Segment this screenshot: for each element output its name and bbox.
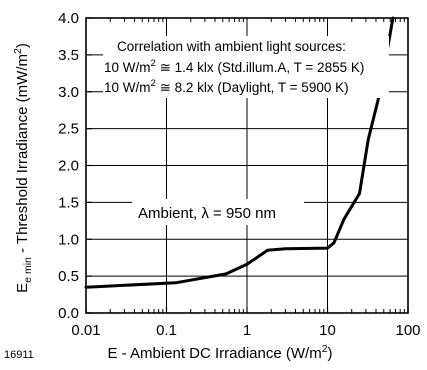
axis-ticks bbox=[85, 17, 409, 314]
figure-number: 16911 bbox=[4, 349, 34, 361]
y-tick-label: 3.0 bbox=[58, 84, 79, 101]
y-tick-label: 3.5 bbox=[58, 47, 79, 64]
x-tick-label: 0.1 bbox=[156, 322, 177, 339]
x-tick-label: 1 bbox=[243, 322, 251, 339]
x-tick-label: 0.01 bbox=[71, 322, 100, 339]
y-tick-label: 2.0 bbox=[58, 158, 79, 175]
annotation-line-2: 10 W/m2 ≅ 8.2 klx (Daylight, T = 5900 K) bbox=[104, 78, 349, 95]
threshold-curve bbox=[84, 16, 395, 289]
y-axis-title: Ee min - Threshold Irradiance (mW/m2) bbox=[12, 43, 34, 293]
y-tick-label: 1.0 bbox=[58, 231, 79, 248]
y-tick-label: 0.0 bbox=[58, 305, 79, 322]
ambient-label-background bbox=[132, 199, 304, 225]
y-tick-label: 4.0 bbox=[58, 10, 79, 27]
x-tick-label: 100 bbox=[395, 322, 420, 339]
annotation-line-1: 10 W/m2 ≅ 1.4 klx (Std.illum.A, T = 2855… bbox=[104, 58, 364, 75]
x-tick-label: 10 bbox=[319, 322, 336, 339]
x-axis-title: E - Ambient DC Irradiance (W/m2) bbox=[107, 343, 332, 362]
annotation-background bbox=[103, 36, 389, 98]
y-tick-label: 2.5 bbox=[58, 121, 79, 138]
y-tick-label: 1.5 bbox=[58, 194, 79, 211]
ambient-wavelength-label: Ambient, λ = 950 nm bbox=[138, 205, 276, 222]
y-tick-labels: 0.0 0.5 1.0 1.5 2.0 2.5 3.0 3.5 4.0 bbox=[58, 10, 79, 322]
y-tick-label: 0.5 bbox=[58, 268, 79, 285]
annotation-correlation-title: Correlation with ambient light sources: bbox=[117, 39, 346, 54]
x-tick-labels: 0.01 0.1 1 10 100 bbox=[71, 322, 420, 339]
